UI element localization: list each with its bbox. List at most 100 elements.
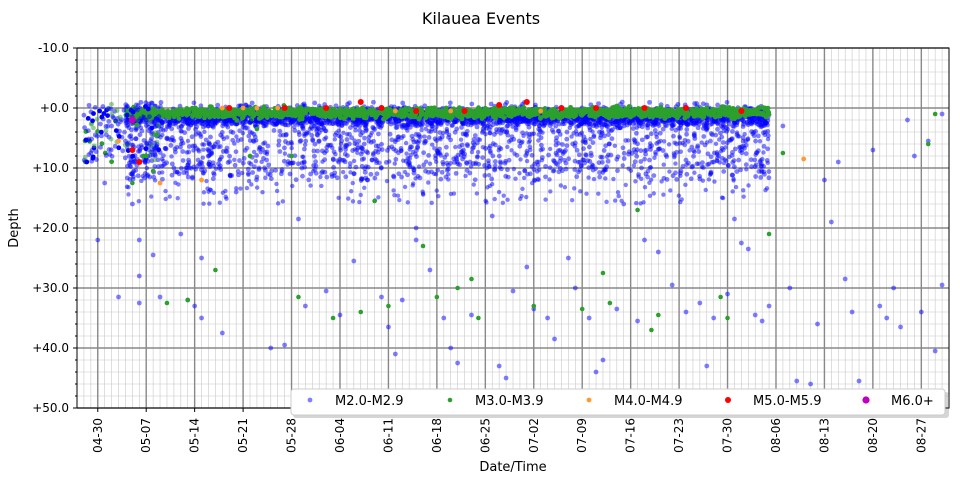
cloud-point [577, 167, 583, 173]
cloud-point [553, 123, 559, 129]
cloud-point [217, 144, 223, 149]
cloud-point [504, 129, 510, 135]
cloud-point [556, 128, 562, 134]
cloud-point [224, 122, 229, 128]
cloud-point [375, 149, 381, 155]
cloud-point [197, 114, 203, 120]
cloud-point [266, 162, 272, 168]
cloud-point [747, 108, 752, 114]
cloud-point [312, 141, 318, 147]
cloud-point [606, 127, 612, 133]
cloud-point [613, 113, 619, 119]
cloud-point [185, 121, 191, 127]
cloud-point [245, 166, 251, 172]
cloud-point [576, 123, 581, 129]
cloud-point [300, 125, 306, 130]
cloud-point [498, 160, 504, 166]
cloud-point [515, 115, 521, 120]
cloud-point [344, 153, 350, 158]
cloud-point [316, 106, 322, 112]
cloud-point [604, 114, 610, 119]
cloud-point [167, 120, 173, 125]
cloud-point [415, 145, 420, 151]
cloud-point [193, 166, 199, 172]
cloud-point [700, 160, 705, 166]
cloud-point [685, 160, 691, 166]
cloud-point [596, 160, 602, 166]
cloud-point [220, 149, 226, 154]
cloud-point [766, 175, 772, 181]
cloud-point [376, 131, 381, 137]
cloud-point [190, 175, 195, 181]
cloud-point [670, 122, 675, 128]
cloud-point [361, 141, 367, 147]
cloud-point [691, 131, 697, 137]
cloud-point [196, 130, 201, 136]
cloud-point [684, 131, 689, 137]
cloud-point [520, 118, 526, 124]
cloud-point [754, 119, 760, 124]
cloud-point [465, 143, 470, 149]
cloud-point [701, 134, 707, 139]
cloud-point [220, 123, 226, 129]
cloud-point [524, 150, 530, 156]
cloud-point [174, 144, 180, 150]
cloud-point [439, 169, 445, 175]
cloud-point [576, 152, 582, 158]
cloud-point [198, 134, 204, 139]
cloud-point [599, 129, 605, 135]
cloud-point [387, 131, 393, 137]
cloud-point [606, 132, 611, 138]
cloud-point [642, 156, 648, 162]
cloud-point [496, 153, 502, 159]
cloud-point [263, 111, 269, 117]
cloud-point [379, 123, 385, 129]
cloud-point [586, 165, 592, 171]
cloud-point [453, 170, 459, 176]
cloud-point [572, 140, 578, 146]
cloud-point [738, 167, 743, 173]
cloud-point [434, 148, 440, 154]
cloud-point [692, 136, 698, 141]
cloud-point [168, 143, 174, 148]
cloud-point [740, 135, 746, 141]
cloud-point [423, 168, 429, 174]
cloud-point [503, 158, 508, 164]
cloud-point [517, 143, 523, 149]
cloud-point [741, 119, 747, 125]
cloud-point [461, 121, 466, 127]
cloud-point [480, 121, 486, 127]
cloud-point [265, 171, 271, 177]
cloud-point [715, 108, 721, 114]
cloud-point [202, 119, 208, 125]
cloud-point [663, 152, 669, 158]
cloud-point [564, 136, 570, 142]
cloud-point [542, 122, 547, 128]
cloud-point [243, 119, 249, 125]
cloud-point [724, 140, 730, 146]
cloud-point [655, 109, 661, 115]
cloud-point [626, 118, 632, 124]
cloud-point [164, 113, 169, 119]
cloud-point [662, 122, 668, 128]
cloud-point [749, 164, 754, 170]
cloud-point [244, 125, 250, 131]
cloud-point [671, 133, 676, 139]
cloud-point [554, 152, 560, 158]
cloud-point [508, 137, 514, 143]
cloud-point [564, 129, 570, 135]
cloud-point [724, 99, 730, 105]
cloud-point [731, 164, 737, 170]
cloud-point [234, 118, 240, 123]
cloud-point [277, 149, 283, 154]
cloud-point [574, 147, 580, 153]
cloud-point [674, 176, 680, 182]
cloud-point [654, 140, 660, 146]
cloud-point [609, 136, 615, 142]
cloud-point [552, 159, 557, 164]
cloud-point [429, 105, 435, 111]
cloud-point [391, 173, 396, 179]
cloud-point [457, 114, 462, 120]
cloud-point [512, 118, 518, 124]
cloud-point [195, 163, 201, 169]
